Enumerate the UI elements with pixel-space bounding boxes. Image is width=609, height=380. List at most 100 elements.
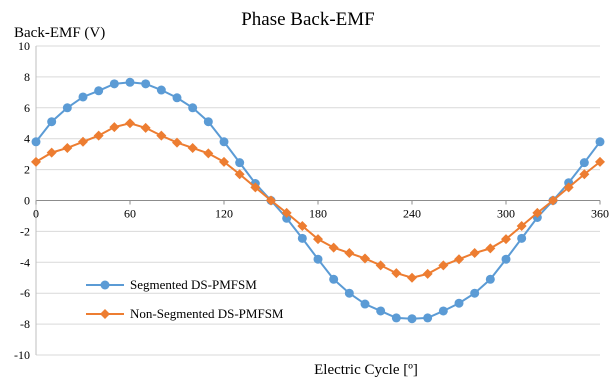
data-point xyxy=(235,158,245,168)
legend: Segmented DS-PMFSM Non-Segmented DS-PMFSM xyxy=(86,277,284,321)
data-point xyxy=(203,117,213,127)
legend-label: Non-Segmented DS-PMFSM xyxy=(130,306,284,321)
x-tick-label: 0 xyxy=(33,207,39,221)
data-point xyxy=(156,85,166,95)
x-tick-label: 300 xyxy=(497,207,515,221)
data-point xyxy=(78,136,88,147)
legend-marker xyxy=(100,309,110,319)
data-point xyxy=(422,268,433,279)
data-point xyxy=(219,137,229,147)
data-point xyxy=(407,272,417,283)
data-point xyxy=(94,86,104,96)
data-point xyxy=(438,306,448,316)
y-tick-label: -10 xyxy=(14,348,30,362)
data-point xyxy=(329,274,339,284)
y-tick-label: -8 xyxy=(20,317,30,331)
y-tick-label: 2 xyxy=(24,163,30,177)
data-point xyxy=(344,288,354,298)
data-point xyxy=(297,233,307,243)
series-2 xyxy=(31,118,605,283)
data-point xyxy=(125,77,135,87)
y-tick-label: -4 xyxy=(20,255,30,269)
data-point xyxy=(31,137,41,147)
data-point xyxy=(46,147,57,158)
data-point xyxy=(297,220,308,231)
data-point xyxy=(532,207,543,218)
data-point xyxy=(469,248,480,259)
data-point xyxy=(470,288,480,298)
data-point xyxy=(595,137,605,147)
x-tick-label: 120 xyxy=(215,207,233,221)
data-point xyxy=(595,156,605,167)
data-point xyxy=(516,220,527,231)
legend-marker xyxy=(100,280,110,290)
data-point xyxy=(234,169,245,180)
y-tick-label: 4 xyxy=(24,132,30,146)
data-point xyxy=(187,142,198,153)
data-point xyxy=(156,130,167,141)
y-tick-label: 6 xyxy=(24,101,30,115)
data-point xyxy=(391,313,401,323)
data-point xyxy=(579,158,589,168)
legend-item: Non-Segmented DS-PMFSM xyxy=(86,306,284,321)
y-tick-label: 10 xyxy=(18,39,30,53)
data-point xyxy=(93,130,104,141)
x-tick-label: 360 xyxy=(591,207,609,221)
data-point xyxy=(250,182,261,193)
data-point xyxy=(548,195,558,206)
data-point xyxy=(109,79,119,89)
data-point xyxy=(454,298,464,308)
data-point xyxy=(376,306,386,316)
x-axis-label: Electric Cycle [º] xyxy=(314,362,418,378)
data-point xyxy=(109,122,120,133)
data-point xyxy=(172,93,182,103)
data-point xyxy=(485,274,495,284)
data-point xyxy=(219,156,229,167)
data-point xyxy=(454,254,464,265)
data-point xyxy=(62,142,73,153)
legend-item: Segmented DS-PMFSM xyxy=(86,277,257,292)
data-point xyxy=(31,156,41,167)
data-point xyxy=(281,207,292,218)
data-point xyxy=(266,195,276,206)
y-axis-label: Back-EMF (V) xyxy=(14,25,105,41)
y-tick-label: -6 xyxy=(20,286,30,300)
data-point xyxy=(501,254,511,264)
data-point xyxy=(78,92,88,102)
data-point xyxy=(344,248,355,259)
data-point xyxy=(360,253,370,264)
data-point xyxy=(140,122,151,133)
data-point xyxy=(47,117,57,127)
data-point xyxy=(188,103,198,113)
y-tick-label: 8 xyxy=(24,70,30,84)
data-point xyxy=(423,313,433,323)
data-point xyxy=(203,148,214,159)
data-point xyxy=(125,118,135,129)
chart-title: Phase Back-EMF xyxy=(241,9,375,30)
x-tick-label: 180 xyxy=(309,207,327,221)
series-layer xyxy=(31,77,605,324)
data-point xyxy=(62,103,72,113)
data-point xyxy=(360,299,370,309)
data-point xyxy=(517,233,527,243)
data-point xyxy=(313,234,323,245)
legend-label: Segmented DS-PMFSM xyxy=(130,277,257,292)
data-point xyxy=(563,182,574,193)
data-point xyxy=(375,260,386,271)
data-point xyxy=(391,268,402,279)
x-tick-label: 240 xyxy=(403,207,421,221)
data-point xyxy=(579,169,590,180)
x-tick-label: 60 xyxy=(124,207,136,221)
y-tick-label: 0 xyxy=(24,194,30,208)
y-tick-label: -2 xyxy=(20,224,30,238)
data-point xyxy=(172,137,182,148)
data-point xyxy=(485,243,496,254)
data-point xyxy=(328,242,339,253)
data-point xyxy=(407,314,417,324)
data-point xyxy=(313,254,323,264)
data-point xyxy=(501,234,511,245)
data-point xyxy=(438,260,449,271)
data-point xyxy=(141,79,151,89)
